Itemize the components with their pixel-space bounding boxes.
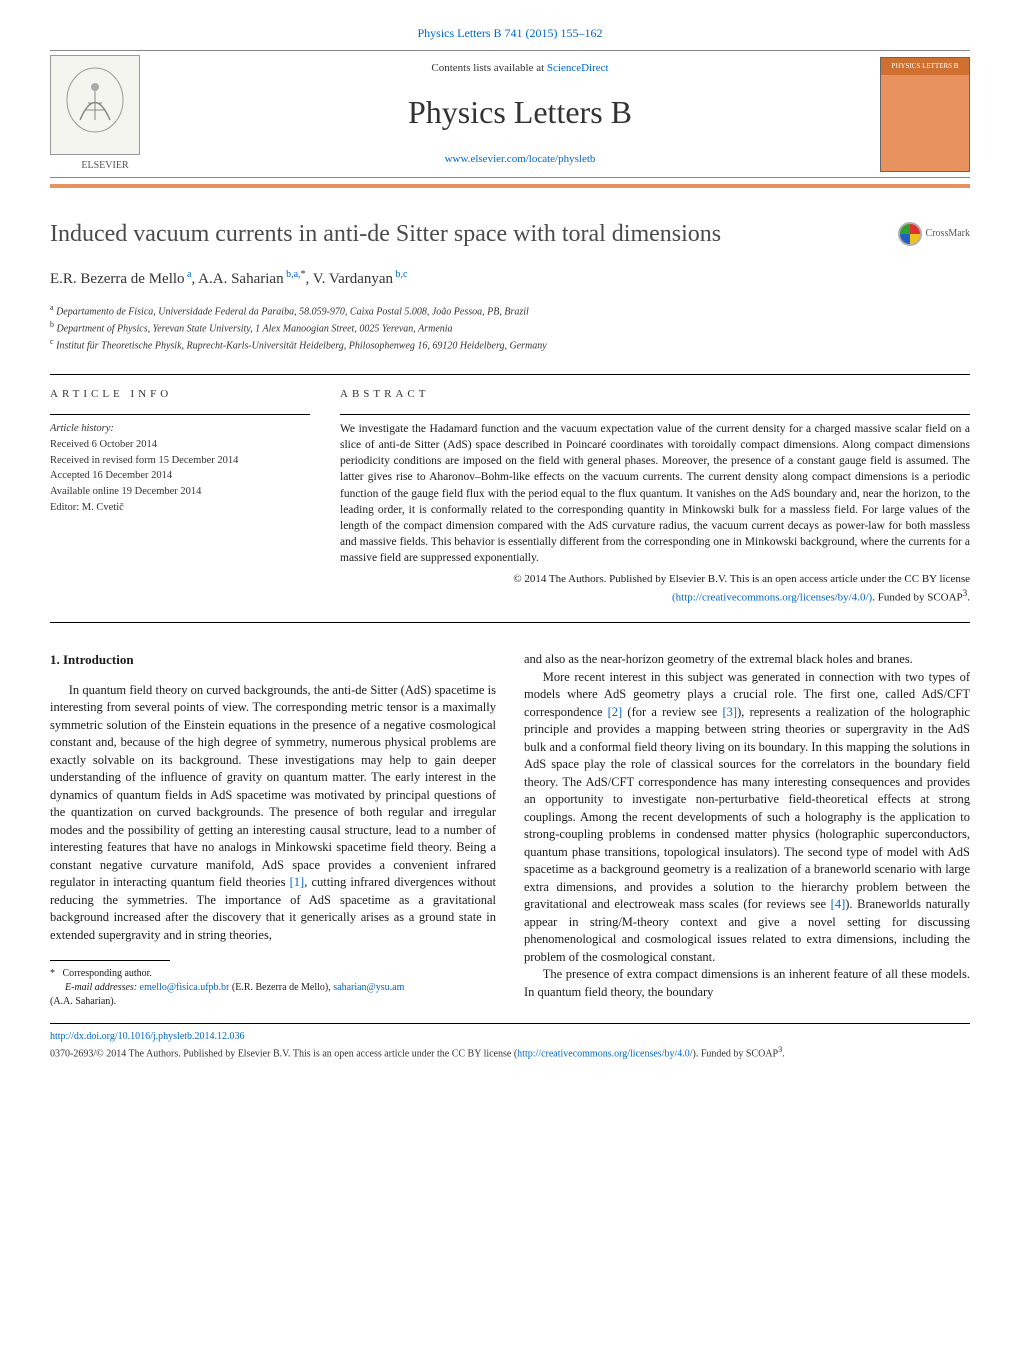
paragraph-2a: and also as the near-horizon geometry of… (524, 651, 970, 669)
crossmark-icon (898, 222, 922, 246)
footnote-separator (50, 960, 170, 961)
footer-cc-link[interactable]: http://creativecommons.org/licenses/by/4… (517, 1048, 692, 1059)
citation-link[interactable]: Physics Letters B 741 (2015) 155–162 (418, 26, 603, 40)
footer-close: ). Funded by SCOAP (693, 1048, 779, 1059)
elsevier-logo (50, 55, 140, 155)
abstract-divider (340, 414, 970, 415)
ref-1[interactable]: [1] (290, 875, 305, 889)
online-date: Available online 19 December 2014 (50, 484, 310, 500)
issn-copyright: 0370-2693/© 2014 The Authors. Published … (50, 1048, 517, 1059)
email-1-author: (E.R. Bezerra de Mello), (232, 982, 331, 993)
info-divider (50, 414, 310, 415)
author-3-affil[interactable]: b,c (393, 269, 407, 280)
author-1-affil[interactable]: a (185, 269, 192, 280)
corr-author-label: Corresponding author. (63, 968, 152, 979)
abstract-block: abstract We investigate the Hadamard fun… (340, 387, 970, 607)
editor: Editor: M. Cvetič (50, 500, 310, 516)
author-3: V. Vardanyan (313, 271, 393, 287)
contents-prefix: Contents lists available at (431, 62, 546, 74)
affil-b: Department of Physics, Yerevan State Uni… (57, 323, 453, 334)
authors-line: E.R. Bezerra de Mello a, A.A. Saharian b… (50, 268, 970, 290)
journal-homepage-link[interactable]: www.elsevier.com/locate/physletb (445, 153, 596, 165)
abstract-label: abstract (340, 387, 970, 402)
article-body: 1. Introduction In quantum field theory … (50, 651, 970, 1009)
article-info-block: article info Article history: Received 6… (50, 387, 310, 607)
author-2: A.A. Saharian (198, 271, 283, 287)
author-1: E.R. Bezerra de Mello (50, 271, 185, 287)
paragraph-2: More recent interest in this subject was… (524, 669, 970, 967)
abstract-copyright: © 2014 The Authors. Published by Elsevie… (513, 573, 970, 585)
abstract-text: We investigate the Hadamard function and… (340, 421, 970, 566)
funded-by: . Funded by SCOAP (872, 592, 962, 604)
sciencedirect-link[interactable]: ScienceDirect (547, 62, 609, 74)
journal-banner: ELSEVIER Contents lists available at Sci… (50, 50, 970, 178)
cover-title: PHYSICS LETTERS B (881, 58, 969, 76)
affil-a: Departamento de Física, Universidade Fed… (56, 306, 529, 317)
footer-dot: . (782, 1048, 785, 1059)
page-footer: http://dx.doi.org/10.1016/j.physletb.201… (0, 1009, 1020, 1091)
doi-link[interactable]: http://dx.doi.org/10.1016/j.physletb.201… (50, 1031, 245, 1042)
contents-available: Contents lists available at ScienceDirec… (160, 61, 880, 76)
affiliations: a Departamento de Física, Universidade F… (50, 302, 970, 354)
elsevier-text: ELSEVIER (50, 159, 160, 173)
corresponding-star[interactable]: * (301, 269, 306, 280)
orange-divider (50, 184, 970, 188)
email-2-author: (A.A. Saharian). (50, 995, 496, 1009)
divider-bottom (50, 622, 970, 623)
journal-name: Physics Letters B (160, 90, 880, 135)
section-1-heading: 1. Introduction (50, 651, 496, 669)
footer-separator (50, 1023, 970, 1024)
revised-date: Received in revised form 15 December 201… (50, 453, 310, 469)
footnotes: * Corresponding author. E-mail addresses… (50, 967, 496, 1009)
ref-2[interactable]: [2] (608, 705, 623, 719)
article-info-label: article info (50, 387, 310, 402)
crossmark-label: CrossMark (926, 227, 970, 241)
accepted-date: Accepted 16 December 2014 (50, 468, 310, 484)
author-2-affil[interactable]: b,a, (284, 269, 301, 280)
crossmark-badge[interactable]: CrossMark (898, 222, 970, 246)
journal-cover-thumbnail: PHYSICS LETTERS B (880, 57, 970, 172)
abstract-dot: . (967, 592, 970, 604)
email-2[interactable]: saharian@ysu.am (333, 982, 404, 993)
divider-top (50, 374, 970, 375)
email-1[interactable]: emello@fisica.ufpb.br (140, 982, 230, 993)
received-date: Received 6 October 2014 (50, 437, 310, 453)
email-label: E-mail addresses: (65, 982, 137, 993)
affil-c: Institut für Theoretische Physik, Ruprec… (56, 341, 547, 352)
article-title: Induced vacuum currents in anti-de Sitte… (50, 218, 721, 252)
cc-license-link[interactable]: (http://creativecommons.org/licenses/by/… (672, 592, 872, 604)
ref-4[interactable]: [4] (831, 897, 846, 911)
paragraph-1: In quantum field theory on curved backgr… (50, 682, 496, 945)
paragraph-3: The presence of extra compact dimensions… (524, 966, 970, 1001)
ref-3[interactable]: [3] (723, 705, 738, 719)
history-label: Article history: (50, 421, 310, 437)
